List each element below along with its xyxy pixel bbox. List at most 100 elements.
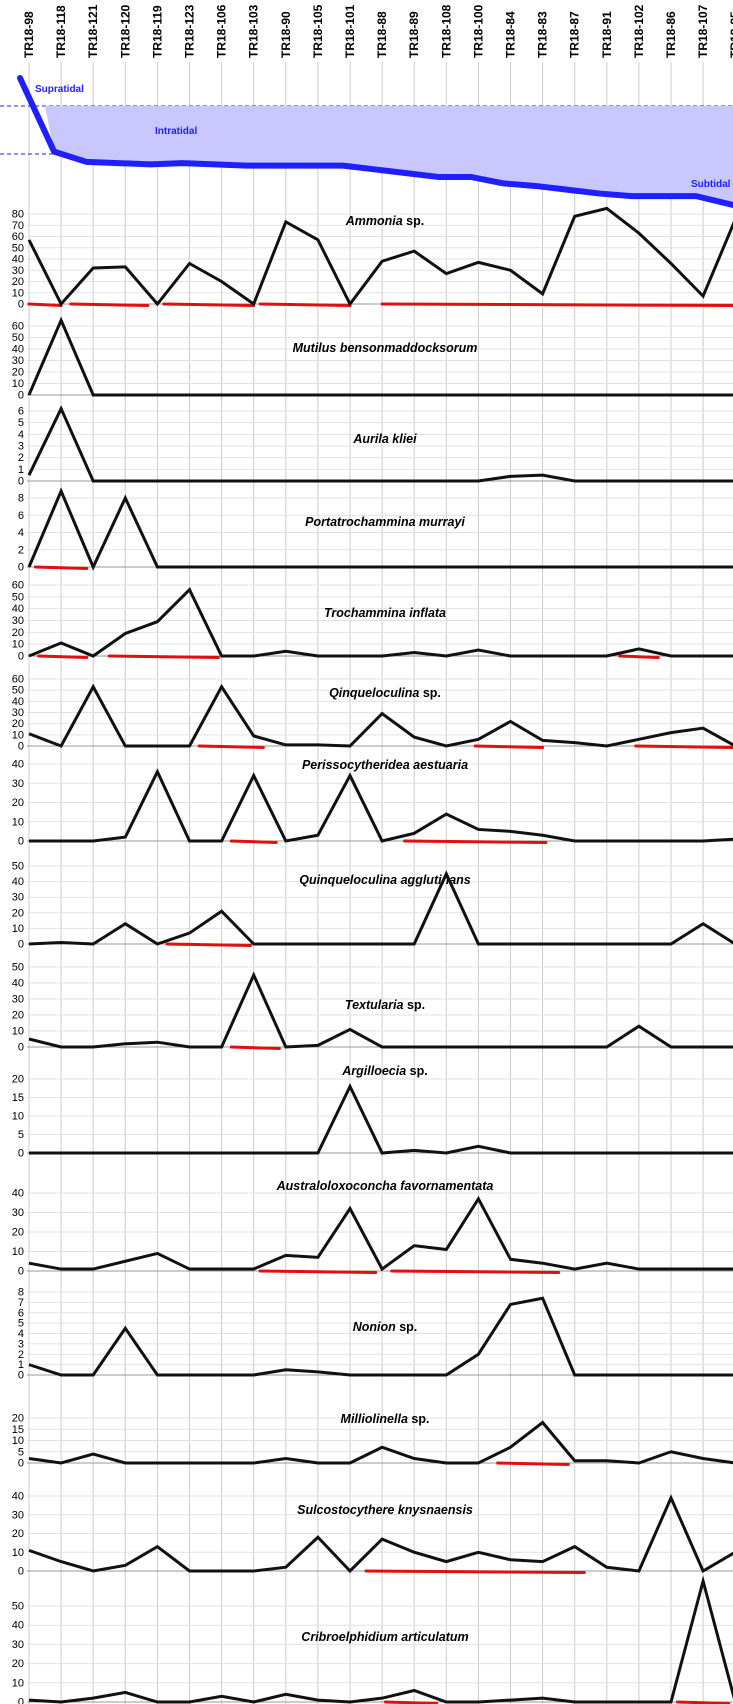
abundance-line [28, 870, 733, 946]
species-title: Portatrochammina murrayi [305, 515, 465, 529]
presence-range-bar [197, 744, 265, 749]
sample-label: TR18-120 [118, 4, 132, 58]
y-tick-label: 30 [12, 355, 24, 367]
abundance-line [28, 683, 733, 748]
y-tick-label: 0 [18, 1566, 24, 1578]
y-tick-label: 20 [12, 1528, 24, 1540]
presence-range-bar [634, 744, 733, 749]
y-tick-label: 40 [12, 876, 24, 888]
y-tick-label: 60 [12, 321, 24, 333]
sample-label: TR18-102 [632, 4, 646, 58]
y-tick-label: 20 [12, 1074, 24, 1086]
y-tick-label: 30 [12, 707, 24, 719]
presence-range-bar [229, 1045, 281, 1050]
elevation-profile-line [17, 75, 733, 208]
y-tick-label: 2 [18, 1349, 24, 1361]
y-tick-label: 10 [12, 1677, 24, 1689]
presence-range-bar [364, 1569, 586, 1574]
y-tick-label: 15 [12, 1092, 24, 1104]
presence-range-bar [27, 302, 63, 307]
y-tick-label: 0 [18, 476, 24, 488]
y-tick-label: 10 [12, 1026, 24, 1038]
sample-label: TR18-85 [728, 11, 733, 58]
y-tick-label: 1 [18, 1359, 24, 1371]
sample-label: TR18-100 [471, 4, 485, 58]
abundance-line [28, 971, 733, 1049]
y-tick-label: 30 [12, 615, 24, 627]
species-title: Argilloecia sp. [341, 1064, 427, 1078]
species-title: Mutilus bensonmaddocksorum [293, 341, 478, 355]
y-tick-label: 40 [12, 759, 24, 771]
species-panel: 0 10 20 30 40 Australoloxoconcha favornamenta… [12, 1179, 733, 1278]
y-tick-label: 20 [12, 367, 24, 379]
y-tick-label: 10 [12, 729, 24, 741]
y-tick-label: 10 [12, 287, 24, 299]
y-tick-label: 30 [12, 994, 24, 1006]
presence-range-bar [229, 839, 278, 844]
presence-range-bar [69, 302, 150, 307]
sample-label: TR18-121 [86, 4, 100, 58]
y-tick-label: 10 [12, 1246, 24, 1258]
y-tick-label: 0 [18, 939, 24, 951]
y-tick-label: 50 [12, 685, 24, 697]
abundance-line [27, 405, 733, 483]
species-title: Nonion sp. [353, 1320, 418, 1334]
presence-range-bar [165, 942, 252, 947]
y-tick-label: 60 [12, 580, 24, 592]
y-tick-label: 0 [18, 1370, 24, 1382]
y-tick-label: 50 [12, 962, 24, 974]
y-tick-label: 30 [12, 778, 24, 790]
y-tick-label: 0 [18, 651, 24, 663]
y-tick-label: 60 [12, 231, 24, 243]
y-tick-label: 10 [12, 816, 24, 828]
species-title: Aurila kliei [352, 432, 417, 446]
abundance-line [27, 206, 733, 307]
presence-range-bar [162, 302, 256, 307]
sample-label: TR18-103 [247, 4, 261, 58]
tidal-profile-panel: Supratidal Intratidal Subtidal [0, 75, 733, 208]
abundance-line [28, 1296, 733, 1377]
y-tick-label: 20 [12, 1010, 24, 1022]
y-tick-label: 40 [12, 978, 24, 990]
y-tick-label: 30 [12, 265, 24, 277]
abundance-line [29, 768, 733, 843]
presence-range-bar [390, 1269, 561, 1274]
y-tick-label: 30 [12, 1509, 24, 1521]
y-tick-label: 30 [12, 1639, 24, 1651]
species-title: Sulcostocythere knysnaensis [297, 1503, 473, 1517]
presence-range-bar [380, 302, 733, 307]
y-tick-label: 4 [18, 1328, 24, 1340]
y-tick-label: 2 [18, 452, 24, 464]
presence-range-bar [618, 654, 660, 659]
y-tick-label: 4 [18, 429, 24, 441]
sample-label: TR18-107 [696, 4, 710, 58]
y-tick-label: 20 [12, 907, 24, 919]
intertidal-fill [45, 106, 733, 205]
y-tick-label: 5 [18, 1129, 24, 1141]
y-tick-label: 40 [12, 344, 24, 356]
species-panel: 0 5 10 15 20 Argilloecia sp. [12, 1064, 733, 1160]
y-tick-label: 10 [12, 1435, 24, 1447]
sample-label: TR18-105 [311, 4, 325, 58]
y-tick-label: 2 [18, 544, 24, 556]
y-tick-label: 10 [12, 923, 24, 935]
species-panel: 0 10 20 30 40 50 Quinqueloculina agglutinans [12, 861, 733, 951]
y-tick-label: 3 [18, 1338, 24, 1350]
species-title: Cribroelphidium articulatum [301, 1630, 468, 1644]
sample-label: TR18-86 [664, 11, 678, 58]
y-tick-label: 0 [18, 836, 24, 848]
y-tick-label: 5 [18, 417, 24, 429]
species-panel: 0 10 20 30 40 50 Textularia sp. [12, 962, 733, 1054]
y-tick-label: 0 [18, 1697, 24, 1704]
sample-label: TR18-98 [22, 11, 36, 58]
sample-label: TR18-119 [150, 5, 164, 58]
y-tick-label: 5 [18, 1446, 24, 1458]
sample-label: TR18-106 [215, 4, 229, 58]
y-tick-label: 20 [12, 627, 24, 639]
abundance-line [28, 1575, 733, 1704]
species-title: Trochammina inflata [324, 606, 446, 620]
